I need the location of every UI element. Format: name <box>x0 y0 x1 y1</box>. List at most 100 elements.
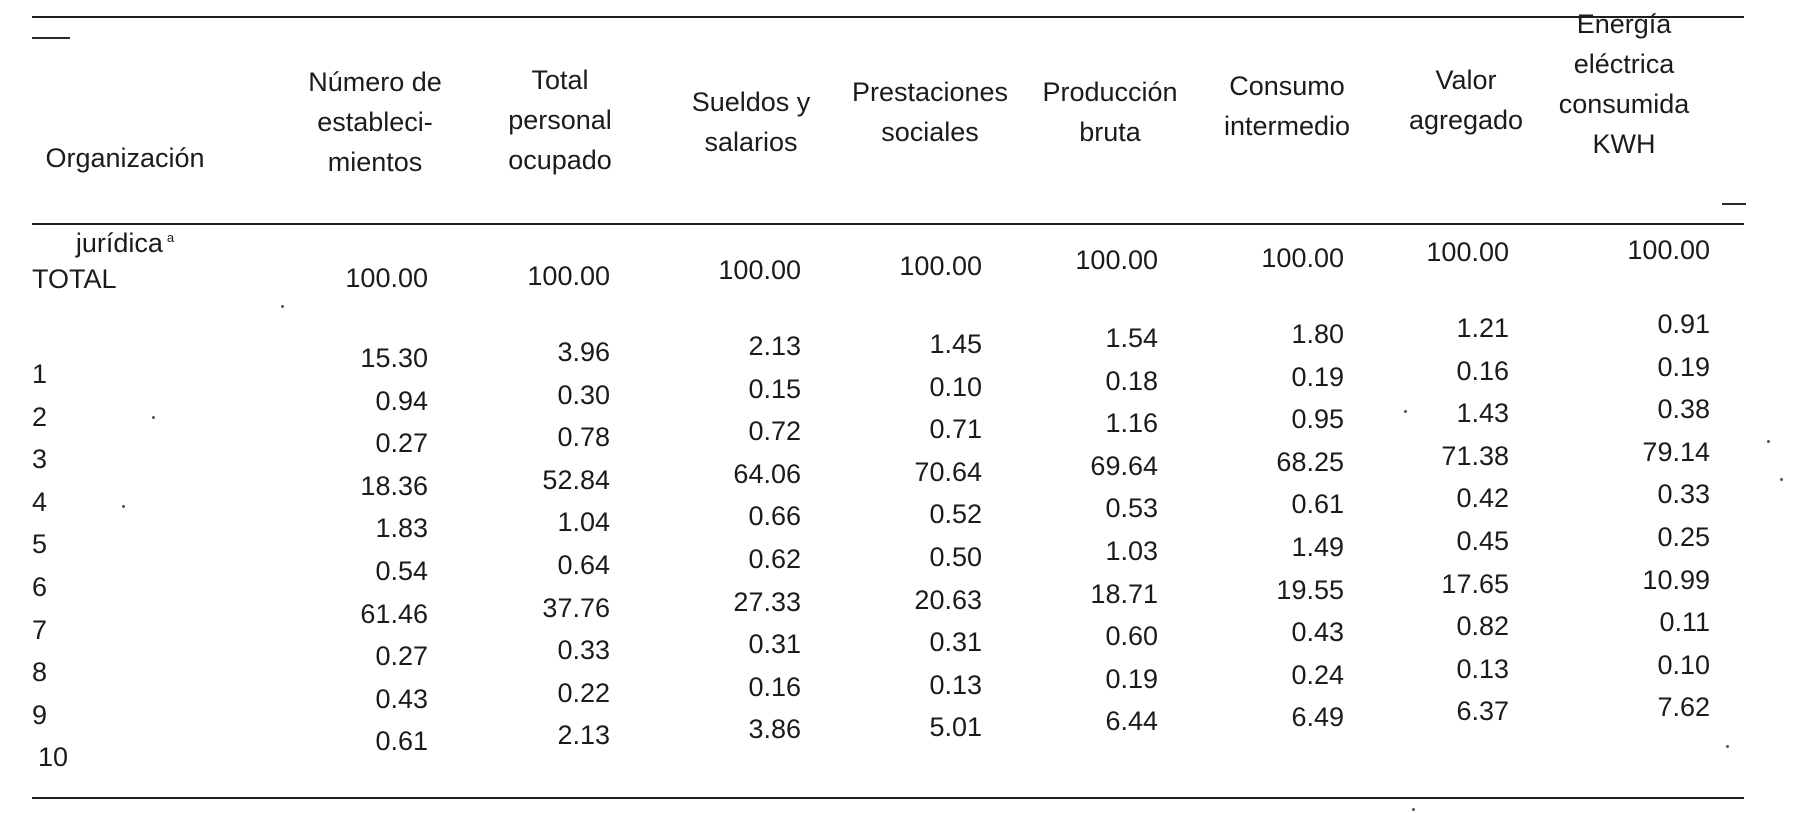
table-cell: 71.38 <box>1441 440 1509 471</box>
table-cell: 1.43 <box>1456 398 1509 429</box>
header-right-tick <box>1722 203 1746 205</box>
header-col0-line1: Organización <box>45 143 205 173</box>
total-cell: 100.00 <box>1426 237 1509 267</box>
table-cell: 19.55 <box>1276 574 1344 605</box>
header-col-5: Producción bruta <box>1042 77 1178 147</box>
header-col-2: Total personal ocupado <box>508 65 612 175</box>
scan-speck <box>1767 440 1770 443</box>
header-col-6: Consumo intermedio <box>1223 71 1351 141</box>
table-cell: 27.33 <box>733 586 801 617</box>
table-cell: 2.13 <box>557 720 610 751</box>
table-cell: 0.64 <box>557 550 610 580</box>
table-cell: 0.53 <box>1105 493 1158 524</box>
total-cell: 100.00 <box>345 263 428 293</box>
row-label: 4 <box>32 486 48 517</box>
row-label: 6 <box>32 572 48 602</box>
table-cell: 18.36 <box>360 470 428 501</box>
table-cell: 1.83 <box>375 513 428 544</box>
total-cell: 100.00 <box>1075 245 1158 275</box>
table-cell: 0.19 <box>1657 351 1710 382</box>
total-cell: 100.00 <box>718 255 801 285</box>
total-cell: 100.00 <box>527 261 610 291</box>
scan-speck <box>122 505 125 508</box>
table-cell: 0.16 <box>1456 355 1509 386</box>
table-cell: 0.15 <box>748 373 801 404</box>
table-cell: 0.82 <box>1456 611 1509 642</box>
scan-speck <box>152 416 155 419</box>
table-cell: 70.64 <box>914 456 982 487</box>
table-cell: 10.99 <box>1642 564 1710 595</box>
table-cell: 0.54 <box>375 556 428 586</box>
table-cell: 0.33 <box>1657 479 1710 510</box>
table-cell: 0.31 <box>748 629 801 660</box>
table-cell: 7.62 <box>1657 692 1710 723</box>
header-left-tick <box>32 37 70 39</box>
scan-speck <box>1404 410 1407 413</box>
table-cell: 0.61 <box>1291 489 1344 520</box>
header-col-1: Número de estableci- mientos <box>308 67 442 177</box>
table-cell: 0.43 <box>1291 617 1344 648</box>
table-cell: 6.49 <box>1291 702 1344 733</box>
table-cell: 3.86 <box>748 714 801 745</box>
total-cell: 100.00 <box>899 251 982 281</box>
table-cell: 15.30 <box>360 343 428 373</box>
table-cell: 17.65 <box>1441 568 1509 599</box>
table-cell: 0.13 <box>1456 653 1509 684</box>
table-cell: 0.94 <box>375 385 428 416</box>
table-cell: 0.61 <box>375 726 428 757</box>
row-label: 9 <box>32 699 48 730</box>
header-col-4: Prestaciones sociales <box>851 77 1009 147</box>
table-cell: 0.10 <box>929 371 982 402</box>
table-bottom-rule <box>32 797 1744 799</box>
table-cell: 1.03 <box>1105 536 1158 566</box>
total-cell: 100.00 <box>1627 235 1710 265</box>
table-cell: 0.38 <box>1657 394 1710 425</box>
table-cell: 0.27 <box>375 428 428 459</box>
table-cell: 6.44 <box>1105 706 1158 737</box>
table-cell: 0.72 <box>748 416 801 447</box>
table-cell: 0.95 <box>1291 404 1344 435</box>
table-cell: 79.14 <box>1642 436 1710 467</box>
table-cell: 1.16 <box>1105 408 1158 439</box>
table-cell: 0.22 <box>557 677 610 708</box>
scan-speck <box>1780 478 1783 481</box>
row-label: 8 <box>32 657 48 688</box>
table-cell: 1.54 <box>1105 323 1158 353</box>
table-cell: 0.13 <box>929 669 982 700</box>
table-cell: 0.66 <box>748 501 801 532</box>
table-cell: 0.71 <box>929 414 982 445</box>
table-cell: 68.25 <box>1276 446 1344 477</box>
table-cell: 0.78 <box>557 422 610 453</box>
table-cell: 0.25 <box>1657 522 1710 552</box>
table-cell: 0.19 <box>1291 361 1344 392</box>
scan-speck <box>1412 808 1415 811</box>
footnote-mark: a <box>166 230 175 245</box>
row-label: 10 <box>38 742 69 773</box>
header-col-7: Valor agregado <box>1408 65 1524 135</box>
row-label: 7 <box>32 614 48 645</box>
row-label: 5 <box>32 529 48 560</box>
table-cell: 69.64 <box>1090 450 1158 481</box>
row-label: 3 <box>32 444 48 475</box>
table-cell: 0.31 <box>929 627 982 658</box>
table-cell: 0.27 <box>375 641 428 672</box>
table-cell: 1.04 <box>557 507 610 538</box>
table-cell: 1.45 <box>929 329 982 359</box>
table-cell: 18.71 <box>1090 578 1158 609</box>
table-cell: 0.42 <box>1456 483 1509 514</box>
table-cell: 52.84 <box>542 464 610 495</box>
table-cell: 0.91 <box>1657 309 1710 339</box>
table-cell: 0.16 <box>748 671 801 702</box>
table-cell: 6.37 <box>1456 696 1509 727</box>
table-cell: 0.45 <box>1456 526 1509 556</box>
table-cell: 0.19 <box>1105 663 1158 694</box>
row-label: 1 <box>32 359 48 389</box>
table-top-rule <box>32 16 1744 18</box>
table-cell: 0.10 <box>1657 649 1710 680</box>
table-cell: 20.63 <box>914 584 982 615</box>
header-organizacion-juridica: Organización jurídica a <box>45 98 204 263</box>
table-cell: 0.11 <box>1659 607 1710 638</box>
table-cell: 61.46 <box>360 598 428 629</box>
scan-speck <box>1726 745 1729 748</box>
table-cell: 1.49 <box>1291 532 1344 562</box>
